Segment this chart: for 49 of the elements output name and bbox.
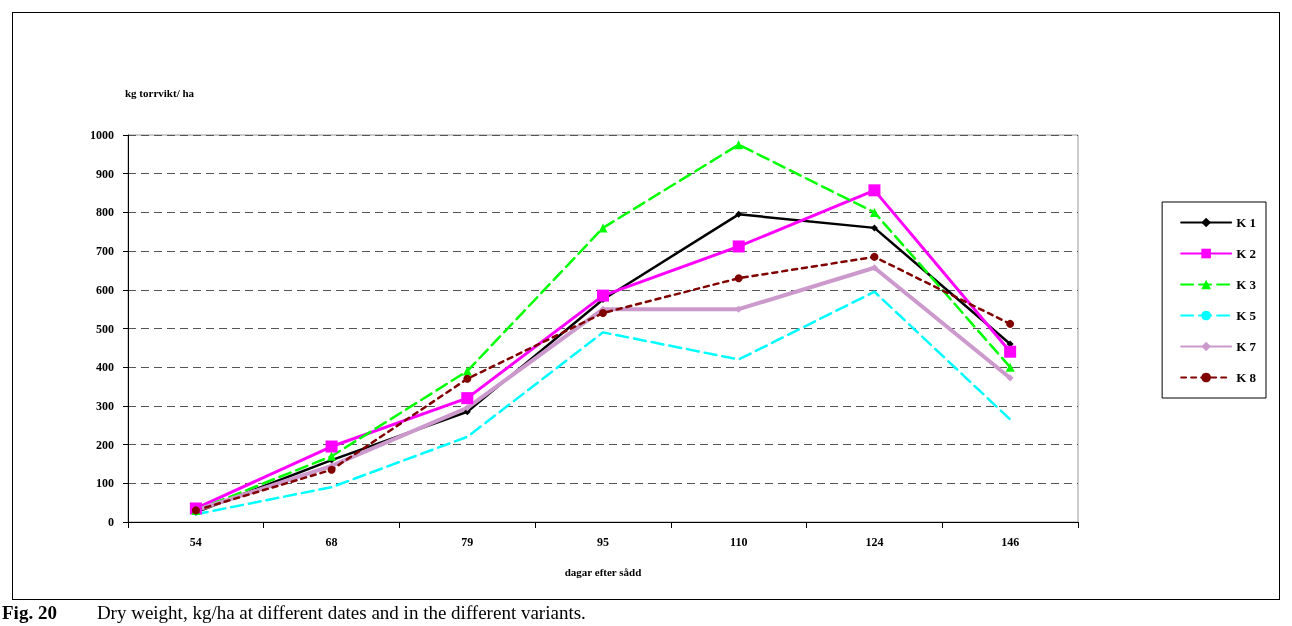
point bbox=[597, 289, 609, 302]
x-tick-label: 124 bbox=[865, 535, 884, 549]
x-axis-title: dagar efter sådd bbox=[564, 565, 642, 578]
x-tick-label: 79 bbox=[461, 535, 474, 549]
point bbox=[463, 374, 472, 383]
legend-label: K 2 bbox=[1236, 246, 1257, 261]
x-tick-label: 95 bbox=[597, 535, 609, 549]
legend-label: K 7 bbox=[1236, 339, 1257, 354]
y-axis-title: kg torrvikt/ ha bbox=[125, 86, 195, 99]
point bbox=[1005, 362, 1015, 372]
y-tick-label: 900 bbox=[96, 166, 114, 181]
point bbox=[463, 404, 471, 412]
point bbox=[869, 207, 879, 217]
point bbox=[599, 309, 607, 318]
point bbox=[1006, 319, 1015, 328]
point bbox=[462, 366, 472, 376]
point bbox=[1006, 374, 1014, 382]
y-tick-label: 500 bbox=[96, 321, 114, 336]
x-tick-label: 68 bbox=[325, 535, 338, 549]
x-tick-label: 146 bbox=[1001, 535, 1020, 549]
y-tick-label: 800 bbox=[96, 205, 114, 220]
point bbox=[868, 184, 881, 197]
point bbox=[734, 274, 743, 283]
y-tick-label: 200 bbox=[96, 437, 114, 452]
point bbox=[327, 465, 336, 474]
point bbox=[870, 252, 879, 261]
y-tick-label: 400 bbox=[96, 360, 114, 375]
x-tick-label: 110 bbox=[730, 535, 748, 549]
y-tick-label: 700 bbox=[96, 244, 114, 259]
y-tick-label: 0 bbox=[108, 515, 114, 529]
legend-label: K 1 bbox=[1236, 215, 1257, 230]
caption: Fig. 20 bbox=[2, 602, 57, 623]
point bbox=[870, 224, 878, 232]
point bbox=[735, 210, 743, 218]
point bbox=[732, 240, 745, 253]
legend-label: K 3 bbox=[1236, 277, 1257, 292]
y-tick-label: 600 bbox=[96, 282, 114, 297]
y-tick-label: 1000 bbox=[90, 128, 114, 142]
x-tick-label: 54 bbox=[189, 535, 202, 549]
legend-label: K 8 bbox=[1236, 370, 1257, 385]
legend-label: K 5 bbox=[1236, 308, 1257, 323]
point bbox=[327, 451, 337, 461]
point bbox=[325, 440, 338, 453]
text: Dry weight, kg/ha at different dates and in the different variants. bbox=[96, 602, 586, 623]
point bbox=[598, 223, 608, 233]
y-tick-label: 100 bbox=[96, 476, 114, 491]
y-tick-label: 300 bbox=[96, 398, 114, 413]
point bbox=[461, 392, 474, 405]
point bbox=[1004, 345, 1017, 358]
